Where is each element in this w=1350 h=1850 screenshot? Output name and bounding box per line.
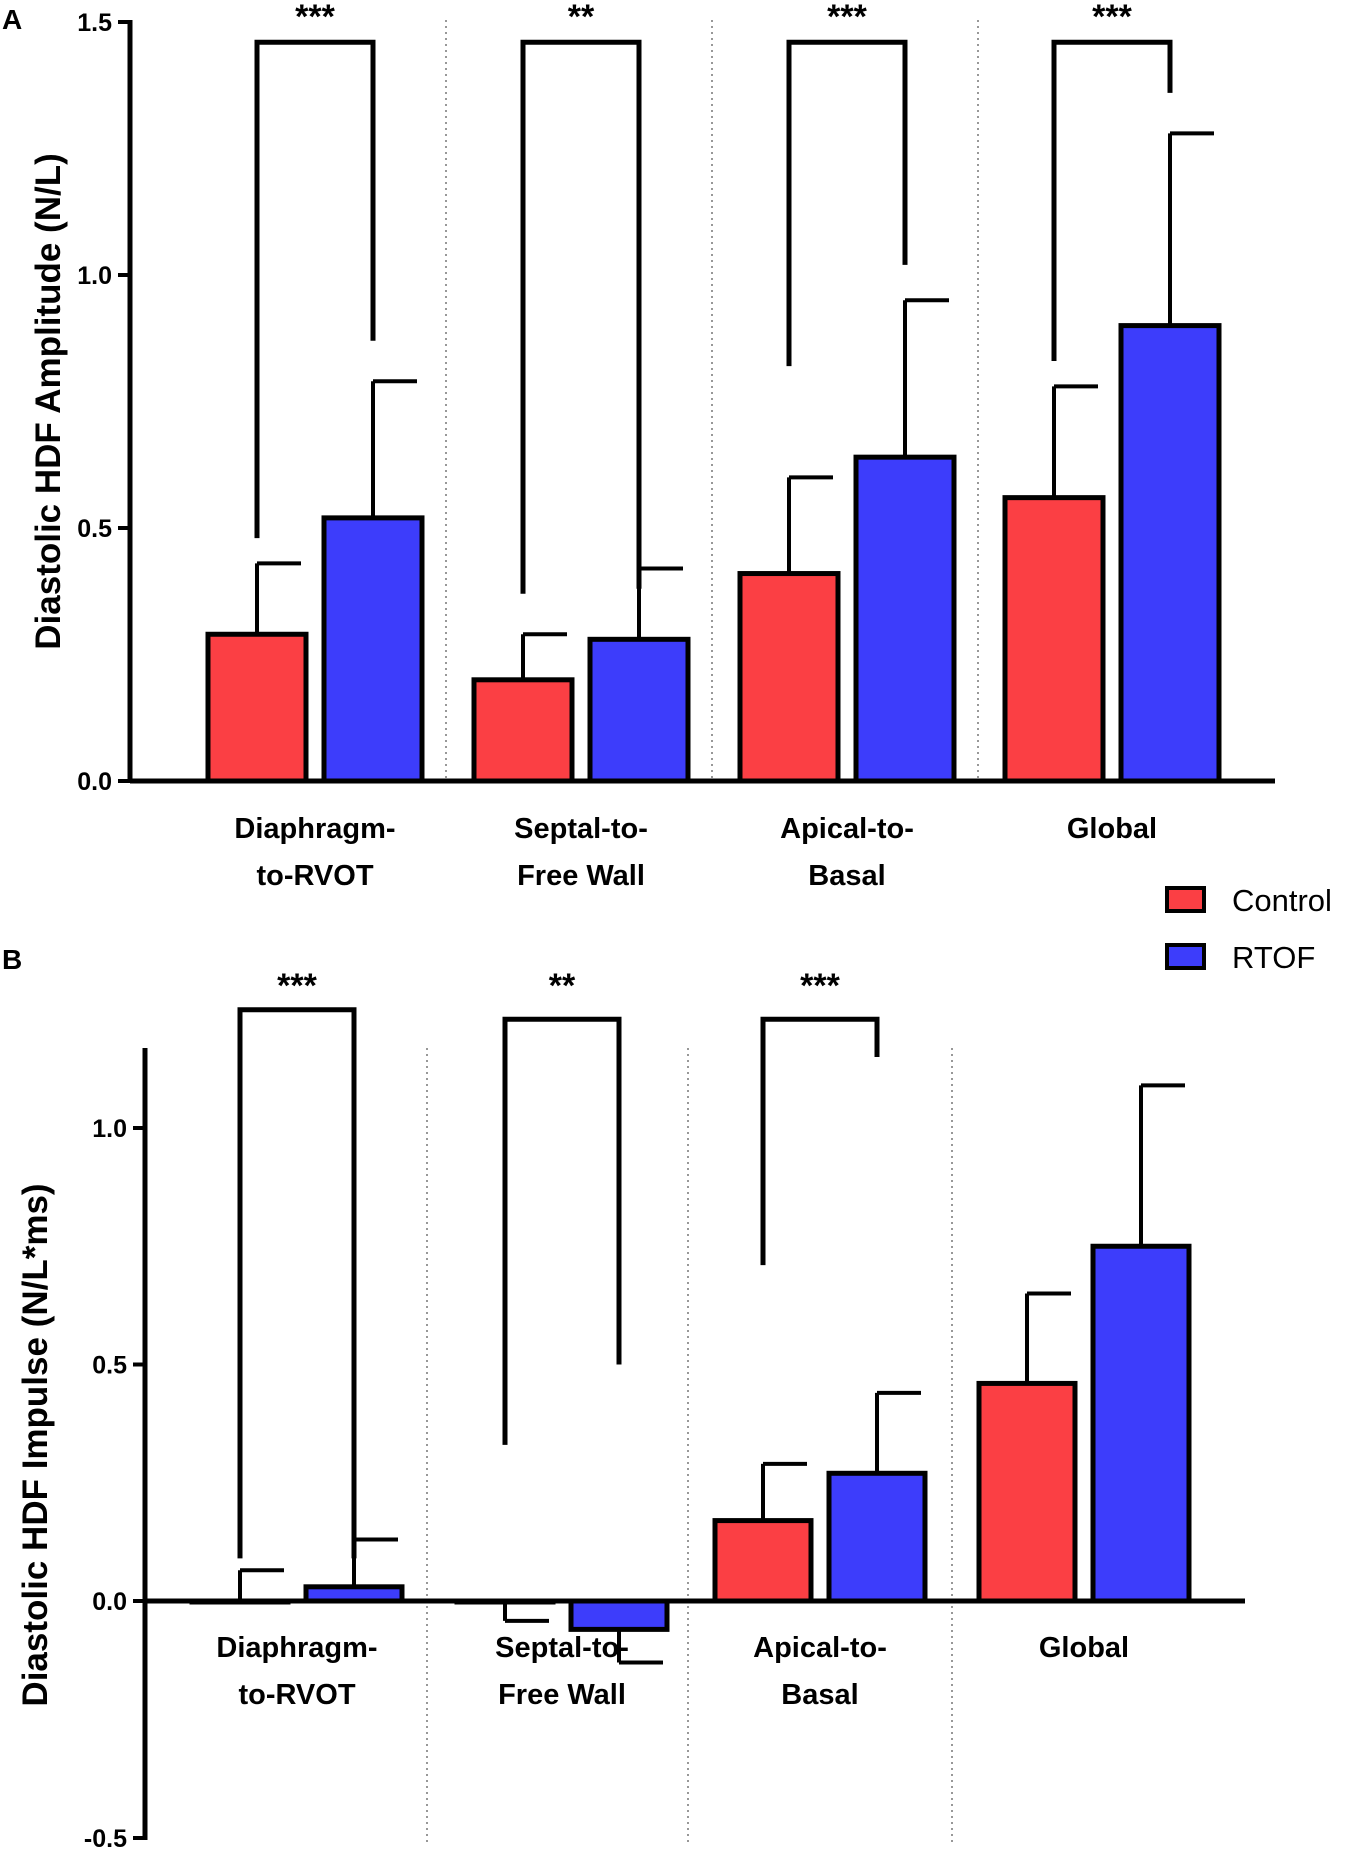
significance-label: ***	[1092, 0, 1132, 36]
significance-bracket	[502, 1016, 622, 1445]
significance-label: **	[568, 0, 595, 36]
significance-bracket	[254, 39, 376, 539]
bar-rtof	[1118, 323, 1222, 784]
panel-letter: B	[2, 944, 22, 975]
y-tick-label: 1.5	[77, 9, 112, 37]
significance-label: ***	[800, 967, 840, 1005]
significance-label: ***	[277, 967, 317, 1005]
y-tick-label: 0.5	[92, 1352, 127, 1380]
y-tick-label: 1.0	[77, 262, 112, 290]
legend-swatch-rtof	[1165, 943, 1206, 970]
significance-bracket	[1051, 39, 1173, 362]
panel-b-chart: *** ** ***-0.50.00.51.0Diaphragm-to-RVOTSe…	[2, 944, 1245, 1850]
x-category-label: Basal	[781, 1679, 858, 1711]
bar-control	[737, 571, 841, 784]
bar-rtof	[1090, 1243, 1192, 1604]
x-category-label: Global	[1067, 813, 1157, 845]
bar-control	[976, 1380, 1078, 1604]
legend: Control RTOF	[1165, 883, 1332, 975]
legend-swatch-control	[1165, 886, 1206, 913]
bar-rtof	[826, 1470, 928, 1604]
bar-control	[471, 677, 575, 784]
x-category-label: Global	[1039, 1632, 1129, 1664]
x-category-label: Septal-to-	[514, 813, 648, 845]
significance-label: **	[549, 967, 576, 1005]
x-category-label: Septal-to-	[495, 1632, 629, 1664]
bar-control	[1002, 495, 1106, 784]
bar-rtof	[321, 515, 425, 784]
bar-control	[205, 631, 309, 784]
y-axis-title: Diastolic HDF Impulse (N/L*ms)	[16, 1183, 55, 1706]
significance-label: ***	[827, 0, 867, 36]
bar-control	[712, 1518, 814, 1604]
legend-label-control: Control	[1232, 883, 1332, 918]
y-tick-label: 0.0	[92, 1588, 127, 1616]
y-tick-label: 0.0	[77, 768, 112, 796]
significance-bracket	[237, 1007, 357, 1559]
x-category-label: Basal	[808, 860, 885, 892]
legend-label-rtof: RTOF	[1232, 940, 1315, 975]
x-category-label: Free Wall	[517, 860, 645, 892]
significance-bracket	[786, 39, 908, 367]
y-tick-label: -0.5	[84, 1825, 127, 1850]
panel-letter: A	[2, 4, 22, 35]
significance-bracket	[760, 1016, 880, 1266]
significance-bracket	[520, 39, 642, 594]
significance-label: ***	[295, 0, 335, 36]
x-category-label: Diaphragm-	[234, 813, 395, 845]
y-axis-title: Diastolic HDF Amplitude (N/L)	[29, 153, 68, 649]
y-tick-label: 0.5	[77, 515, 112, 543]
x-category-label: Diaphragm-	[216, 1632, 377, 1664]
panel-a-chart: *** ** *** ***0.00.51.01.5Diaphragm-to-RVOT…	[2, 0, 1275, 892]
y-tick-label: 1.0	[92, 1115, 127, 1143]
x-category-label: Apical-to-	[780, 813, 914, 845]
x-category-label: Apical-to-	[753, 1632, 887, 1664]
x-category-label: to-RVOT	[238, 1679, 355, 1711]
x-category-label: Free Wall	[498, 1679, 626, 1711]
bar-rtof	[853, 454, 957, 784]
bar-rtof	[568, 1598, 670, 1632]
bar-rtof	[587, 636, 691, 784]
x-category-label: to-RVOT	[256, 860, 373, 892]
